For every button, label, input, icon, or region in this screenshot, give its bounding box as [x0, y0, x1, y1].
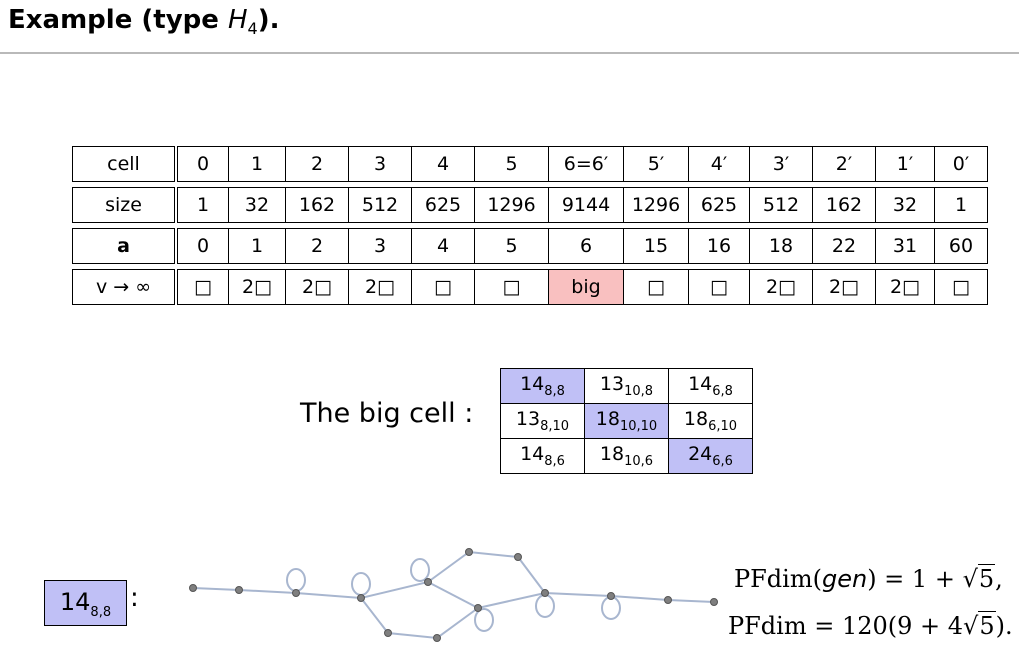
cell-value: 2 — [285, 146, 349, 182]
cell-value: 6 — [548, 228, 624, 264]
cell-value: 512 — [348, 187, 412, 223]
cell-example-box: 148,8 — [44, 580, 127, 626]
cells-row-size: size 1 32 162 512 625 1296 9144 1296 625 512 162 32 1 — [72, 187, 988, 223]
row-header: cell — [72, 146, 178, 182]
cells-row-v: v → ∞ □ 2□ 2□ 2□ □ □ big □ □ 2□ 2□ 2□ □ — [72, 269, 988, 305]
pfdim-gen-formula: PFdim(gen) = 1 + √5, — [734, 564, 1003, 593]
cell-value: 1 — [228, 146, 286, 182]
cell-value: 2□ — [812, 269, 876, 305]
cell-value: 16 — [688, 228, 750, 264]
cell-example-colon: : — [130, 583, 139, 613]
cells-row-a: a 0 1 2 3 4 5 6 15 16 18 22 31 60 — [72, 228, 988, 264]
cell-value: □ — [411, 269, 475, 305]
big-cell-entry: 138,10 — [500, 403, 585, 439]
cell-value: 4 — [411, 228, 475, 264]
cell-value: 5 — [474, 228, 549, 264]
cell-value: 0 — [175, 228, 229, 264]
cell-value: 162 — [812, 187, 876, 223]
big-cell-table: 148,8 1310,8 146,8 138,10 1810,10 186,10 148,6… — [500, 368, 753, 474]
cell-value: 2□ — [285, 269, 349, 305]
big-cell-entry: 1310,8 — [584, 368, 669, 404]
cell-value: 2 — [285, 228, 349, 264]
cell-value: 18 — [749, 228, 813, 264]
big-cell-entry: 146,8 — [668, 368, 753, 404]
cell-value: 0′ — [934, 146, 988, 182]
cell-value: big — [548, 269, 624, 305]
cell-value: 31 — [875, 228, 935, 264]
cell-value: 2□ — [228, 269, 286, 305]
cell-value: 512 — [749, 187, 813, 223]
cell-value: 625 — [688, 187, 750, 223]
cell-value: 3 — [348, 146, 412, 182]
cell-value: 4′ — [688, 146, 750, 182]
slide-title: Example (type H4). — [8, 5, 280, 39]
pfdim-formula: PFdim = 120(9 + 4√5). — [728, 611, 1013, 640]
cell-value: □ — [175, 269, 229, 305]
cell-value: □ — [688, 269, 750, 305]
big-cell-label: The big cell : — [300, 398, 474, 429]
cell-value: 60 — [934, 228, 988, 264]
cell-value: □ — [623, 269, 689, 305]
cell-value: □ — [474, 269, 549, 305]
cell-value: 2□ — [348, 269, 412, 305]
big-cell-entry: 148,8 — [500, 368, 585, 404]
cell-value: 6=6′ — [548, 146, 624, 182]
title-math: H4 — [227, 5, 258, 39]
cell-value: 2□ — [749, 269, 813, 305]
cell-value: 32 — [875, 187, 935, 223]
title-rule — [0, 52, 1019, 54]
big-cell-entry: 186,10 — [668, 403, 753, 439]
cell-value: 3′ — [749, 146, 813, 182]
row-header: size — [72, 187, 178, 223]
cell-value: 2′ — [812, 146, 876, 182]
cell-graph — [189, 548, 718, 642]
cell-value: 15 — [623, 228, 689, 264]
cell-value: 162 — [285, 187, 349, 223]
cell-value: 4 — [411, 146, 475, 182]
cell-value: 22 — [812, 228, 876, 264]
cell-value: 1296 — [474, 187, 549, 223]
big-cell-entry: 1810,10 — [584, 403, 669, 439]
cells-row-cell: cell 0 1 2 3 4 5 6=6′ 5′ 4′ 3′ 2′ 1′ 0′ — [72, 146, 988, 182]
cell-value: 5 — [474, 146, 549, 182]
cell-value: □ — [934, 269, 988, 305]
cell-value: 1296 — [623, 187, 689, 223]
cell-value: 1 — [934, 187, 988, 223]
big-cell-entry: 1810,6 — [584, 438, 669, 474]
cell-value: 3 — [348, 228, 412, 264]
cell-value: 1 — [175, 187, 229, 223]
cell-value: 625 — [411, 187, 475, 223]
big-cell-entry: 148,6 — [500, 438, 585, 474]
cell-value: 1′ — [875, 146, 935, 182]
big-cell-entry: 246,6 — [668, 438, 753, 474]
cell-value: 2□ — [875, 269, 935, 305]
row-header: a — [72, 228, 178, 264]
row-header: v → ∞ — [72, 269, 178, 305]
cell-value: 5′ — [623, 146, 689, 182]
cell-value: 1 — [228, 228, 286, 264]
cell-value: 9144 — [548, 187, 624, 223]
cell-value: 0 — [175, 146, 229, 182]
cell-value: 32 — [228, 187, 286, 223]
